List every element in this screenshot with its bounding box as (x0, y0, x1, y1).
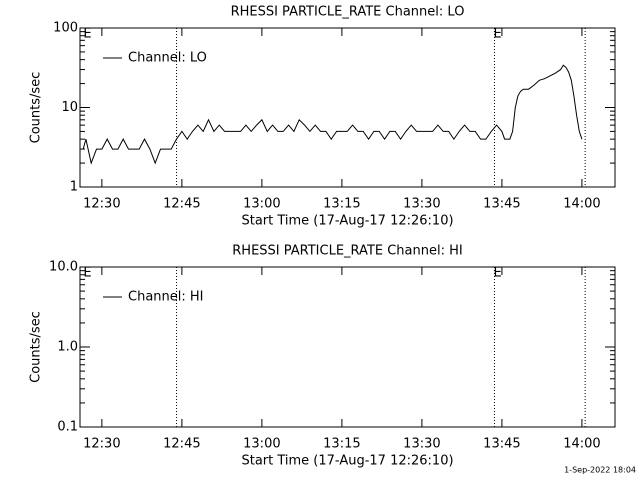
legend-label: Channel: LO (128, 51, 207, 66)
footer: 1-Sep-2022 18:04 (564, 466, 636, 475)
y-tick-label: 100 (53, 21, 78, 36)
x-tick-label: 12:30 (83, 437, 120, 452)
x-tick-label: 12:45 (163, 437, 200, 452)
annotation: E (494, 266, 502, 281)
x-tick-label: 14:00 (563, 197, 600, 212)
data-line (82, 64, 583, 165)
y-tick-label: 1 (70, 180, 78, 195)
x-tick-label: 13:00 (243, 437, 280, 452)
x-tick-label: 13:15 (323, 197, 360, 212)
x-tick-label: 13:45 (483, 197, 520, 212)
annotation: E (83, 266, 91, 281)
x-tick-label: 13:30 (403, 437, 440, 452)
x-tick-label: 13:30 (403, 197, 440, 212)
annotation: E (83, 27, 91, 42)
x-tick-label: 12:45 (163, 197, 200, 212)
chart-title: RHESSI PARTICLE_RATE Channel: HI (232, 244, 462, 259)
x-tick-label: 13:45 (483, 437, 520, 452)
y-tick-label: 0.1 (57, 420, 78, 435)
y-tick-label: 10 (61, 100, 78, 115)
y-tick-label: 1.0 (57, 340, 78, 355)
x-axis-label: Start Time (17-Aug-17 12:26:10) (241, 214, 453, 229)
x-axis-label: Start Time (17-Aug-17 12:26:10) (241, 454, 453, 469)
y-axis-label: Counts/sec (29, 72, 44, 144)
x-tick-label: 13:00 (243, 197, 280, 212)
x-tick-label: 14:00 (563, 437, 600, 452)
y-axis-label: Counts/sec (29, 311, 44, 383)
x-tick-label: 13:15 (323, 437, 360, 452)
legend-label: Channel: HI (128, 290, 204, 305)
x-tick-label: 12:30 (83, 197, 120, 212)
chart-title: RHESSI PARTICLE_RATE Channel: LO (231, 5, 465, 20)
y-tick-label: 10.0 (49, 260, 78, 275)
annotation: E (494, 27, 502, 42)
